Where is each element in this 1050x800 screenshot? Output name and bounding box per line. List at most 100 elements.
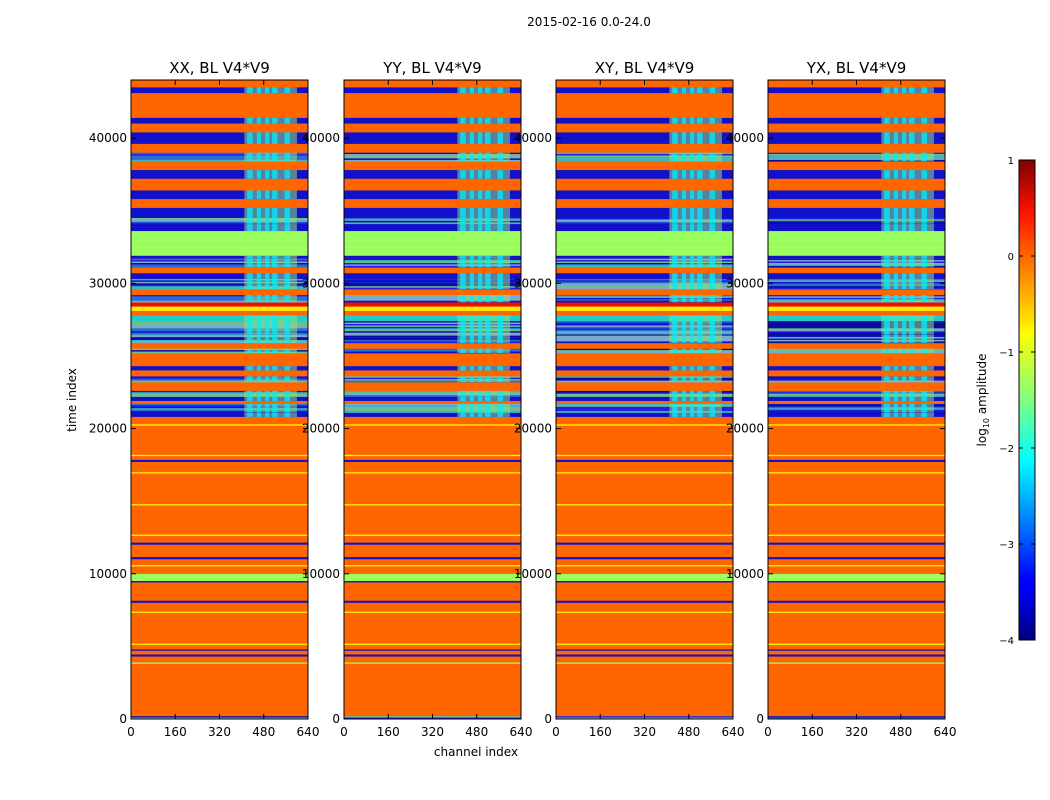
heatmap-cell xyxy=(344,155,521,158)
heatmap-cell xyxy=(344,207,521,218)
heatmap-cell xyxy=(344,454,521,457)
rfi-channel xyxy=(697,412,703,417)
rfi-region xyxy=(881,87,934,94)
heatmap-cell xyxy=(344,106,521,118)
y-tick-label: 10000 xyxy=(726,567,764,581)
heatmap-cell xyxy=(131,132,308,144)
rfi-channel xyxy=(485,315,491,322)
x-tick-label: 0 xyxy=(340,725,348,739)
rfi-channel xyxy=(921,412,928,417)
heatmap-cell xyxy=(131,260,308,262)
heatmap-cell xyxy=(768,262,945,265)
heatmap-cell xyxy=(556,170,733,179)
heatmap-cell xyxy=(344,573,521,582)
rfi-channel xyxy=(672,321,678,335)
heatmap-cell xyxy=(131,302,308,307)
rfi-channel xyxy=(902,152,907,162)
heatmap-cell xyxy=(344,473,521,505)
heatmap-cell xyxy=(556,306,733,311)
rfi-channel xyxy=(921,348,928,354)
rfi-channel xyxy=(921,403,928,413)
rfi-channel xyxy=(681,255,686,259)
rfi-channel xyxy=(893,403,898,413)
heatmap-cell xyxy=(556,326,733,329)
rfi-region xyxy=(457,170,510,179)
heatmap-cell xyxy=(131,281,308,284)
rfi-region xyxy=(457,217,510,224)
y-tick-label: 20000 xyxy=(89,422,127,436)
heatmap-cell xyxy=(131,583,308,601)
heatmap-cell xyxy=(131,557,308,560)
rfi-channel xyxy=(485,412,491,417)
rfi-channel xyxy=(672,273,678,279)
heatmap-cell xyxy=(131,154,308,156)
heatmap-cell xyxy=(556,583,733,601)
rfi-channel xyxy=(884,132,890,144)
heatmap-cell xyxy=(131,190,308,200)
rfi-channel xyxy=(921,217,928,224)
rfi-channel xyxy=(884,255,890,259)
rfi-channel xyxy=(272,152,278,162)
rfi-region xyxy=(457,207,510,218)
colorbar: 10−1−2−3−4 log10 amplitude xyxy=(975,156,1036,647)
heatmap-cell xyxy=(556,339,733,342)
heatmap-cell xyxy=(344,260,521,262)
panel-title: XY, BL V4*V9 xyxy=(595,59,695,77)
heatmap-cell xyxy=(768,403,945,406)
heatmap-cell xyxy=(131,662,308,664)
rfi-channel xyxy=(697,207,703,218)
rfi-channel xyxy=(469,223,474,232)
rfi-channel xyxy=(697,294,703,303)
heatmap-cell xyxy=(131,379,308,381)
rfi-channel xyxy=(256,223,261,232)
heatmap-cell xyxy=(768,87,945,94)
rfi-channel xyxy=(265,403,270,413)
x-tick-label: 0 xyxy=(127,725,135,739)
heatmap-cell xyxy=(131,255,308,259)
heatmap-cell xyxy=(768,244,945,256)
rfi-channel xyxy=(893,390,898,397)
heatmap-cell xyxy=(768,456,945,460)
heatmap-cell xyxy=(556,323,733,326)
heatmap-cell xyxy=(344,654,521,657)
rfi-channel xyxy=(909,412,915,417)
rfi-channel xyxy=(909,315,915,322)
heatmap-cell xyxy=(768,323,945,326)
rfi-channel xyxy=(247,396,253,401)
rfi-channel xyxy=(709,117,716,124)
rfi-channel xyxy=(272,403,278,413)
rfi-channel xyxy=(272,258,278,268)
rfi-channel xyxy=(697,255,703,259)
rfi-region xyxy=(669,412,722,417)
x-tick-label: 160 xyxy=(801,725,824,739)
rfi-channel xyxy=(709,278,716,290)
heatmap-cell xyxy=(768,222,945,225)
rfi-channel xyxy=(284,321,291,335)
heatmap-cell xyxy=(768,287,945,290)
rfi-channel xyxy=(478,294,483,303)
rfi-channel xyxy=(893,376,898,383)
rfi-channel xyxy=(469,334,474,343)
rfi-channel xyxy=(697,170,703,179)
heatmap-cell xyxy=(344,323,521,326)
heatmap-cell xyxy=(131,416,308,425)
heatmap-cell xyxy=(768,583,945,601)
heatmap-cell xyxy=(344,322,521,325)
rfi-channel xyxy=(672,152,678,162)
heatmap-cell xyxy=(556,350,733,352)
rfi-channel xyxy=(884,207,890,218)
rfi-region xyxy=(881,223,934,232)
heatmap-cell xyxy=(344,258,521,261)
heatmap-cell xyxy=(556,220,733,223)
rfi-channel xyxy=(256,273,261,279)
heatmap-cell xyxy=(556,155,733,158)
heatmap-cell xyxy=(556,644,733,650)
heatmap-cell xyxy=(344,329,521,332)
heatmap-cell xyxy=(768,382,945,391)
rfi-channel xyxy=(697,376,703,383)
rfi-channel xyxy=(469,87,474,94)
heatmap-cell xyxy=(556,255,733,259)
heatmap-cell xyxy=(131,244,308,256)
rfi-channel xyxy=(478,390,483,397)
heatmap-cell xyxy=(556,278,733,281)
